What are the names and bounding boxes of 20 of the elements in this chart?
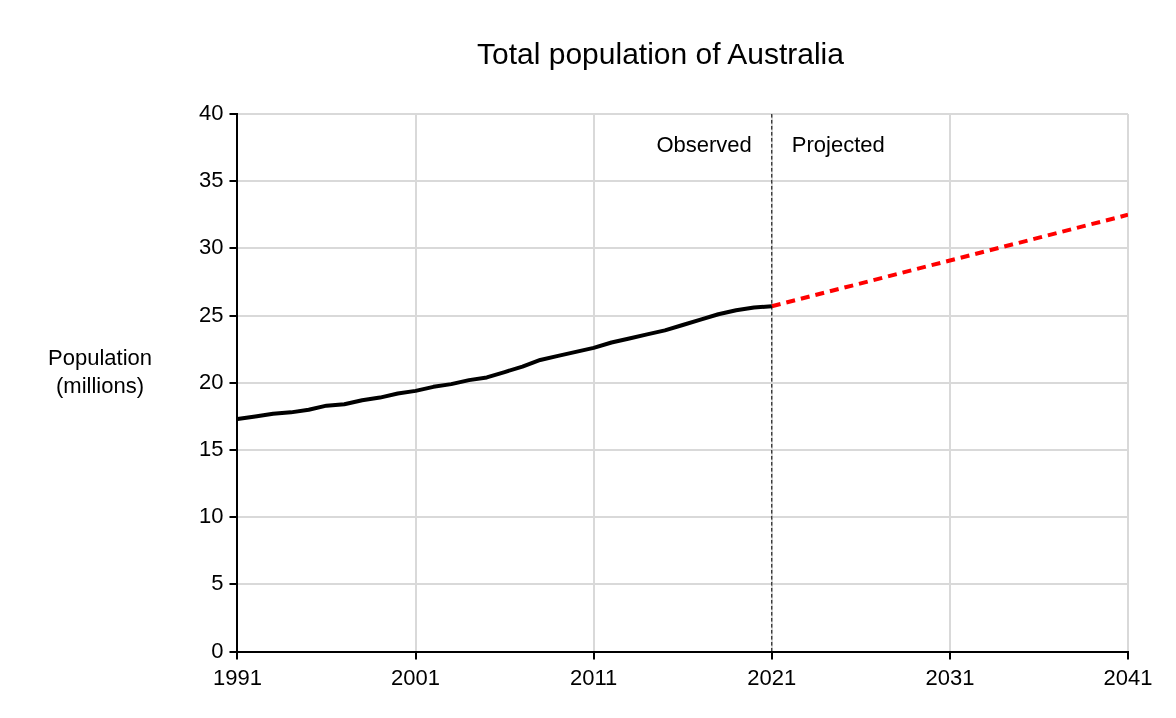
- x-tick-label: 2031: [925, 664, 975, 690]
- annotation: Observed: [656, 132, 752, 158]
- y-tick-label: 10: [198, 503, 224, 529]
- y-tick-label: 25: [198, 301, 224, 327]
- y-tick-label: 15: [198, 436, 224, 462]
- y-tick-label: 35: [198, 167, 224, 193]
- line-series: [769, 212, 1128, 309]
- y-tick-label: 5: [211, 570, 224, 596]
- x-tick-label: 2001: [391, 664, 441, 690]
- chart-title: Total population of Australia: [477, 37, 845, 71]
- x-tick-label: 1991: [212, 664, 262, 690]
- y-tick-label: 40: [198, 100, 224, 126]
- x-tick-label: 2011: [570, 664, 618, 690]
- x-tick-label: 2041: [1103, 664, 1153, 690]
- y-axis-title: Population (millions): [48, 344, 152, 398]
- y-tick-label: 0: [211, 637, 224, 663]
- y-tick-label: 20: [198, 368, 224, 394]
- annotation: Projected: [791, 132, 885, 158]
- x-tick-label: 2021: [747, 664, 797, 690]
- y-tick-label: 30: [198, 234, 224, 260]
